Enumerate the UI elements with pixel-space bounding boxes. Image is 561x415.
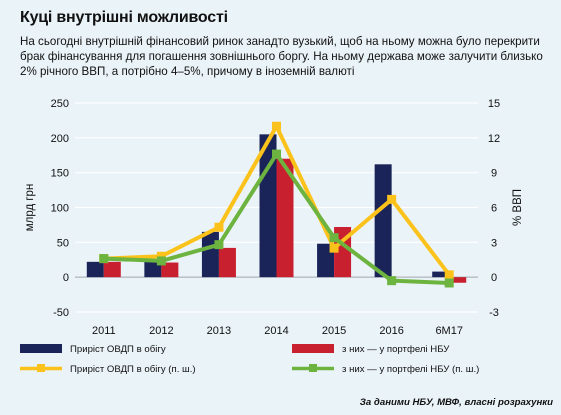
series-marker bbox=[329, 243, 339, 253]
bar bbox=[449, 277, 467, 283]
y2-tick-label: 0 bbox=[491, 272, 497, 284]
legend-marker bbox=[309, 364, 317, 372]
series-marker bbox=[444, 270, 454, 280]
series-marker bbox=[329, 233, 339, 243]
chart-subtitle: На сьогодні внутрішній фінансовий ринок … bbox=[20, 35, 543, 79]
y2-tick-label: 3 bbox=[491, 237, 497, 249]
y2-axis-label: % ВВП bbox=[512, 189, 524, 226]
bar bbox=[218, 247, 236, 278]
legend-label: з них — у портфелі НБУ bbox=[342, 344, 450, 355]
series-marker bbox=[444, 278, 454, 288]
x-tick-label: 2015 bbox=[322, 325, 346, 337]
bar bbox=[201, 231, 219, 278]
source-note: За даними НБУ, МВФ, власні розрахунки bbox=[359, 397, 553, 408]
axes-group: -50 0 50 100 150 200 250 -3 0 3 6 9 12 15 млрд грн % ВВ… bbox=[24, 98, 524, 337]
legend: Приріст ОВДП в обігу з них — у портфелі Н… bbox=[20, 344, 479, 375]
series-marker bbox=[156, 256, 166, 266]
legend-swatch bbox=[292, 344, 334, 353]
bar bbox=[259, 134, 277, 278]
series-marker bbox=[272, 121, 281, 131]
y-tick-label: 50 bbox=[57, 237, 69, 249]
lines-group bbox=[99, 121, 454, 288]
legend-label: Приріст ОВДП в обігу bbox=[70, 344, 166, 355]
bar bbox=[103, 261, 121, 278]
series-marker bbox=[272, 149, 281, 159]
y-tick-label: 100 bbox=[51, 203, 69, 215]
x-tick-label: 2014 bbox=[264, 325, 288, 337]
y-tick-label: 0 bbox=[63, 272, 69, 284]
y2-tick-label: 12 bbox=[488, 133, 500, 145]
y-tick-label: 250 bbox=[51, 98, 69, 110]
series-marker bbox=[387, 276, 397, 286]
series-marker bbox=[214, 222, 224, 232]
y-axis-label: млрд грн bbox=[24, 184, 36, 232]
series-marker bbox=[156, 251, 166, 261]
series-marker bbox=[214, 240, 224, 250]
legend-marker bbox=[37, 364, 45, 372]
x-tick-label: 2012 bbox=[149, 325, 173, 337]
y-tick-label: 200 bbox=[51, 133, 69, 145]
y2-tick-label: 15 bbox=[488, 98, 500, 110]
legend-swatch bbox=[20, 344, 62, 353]
bar bbox=[86, 261, 104, 278]
bar bbox=[144, 261, 162, 278]
bar bbox=[276, 158, 294, 278]
y-tick-label: -50 bbox=[53, 307, 69, 319]
y2-tick-label: 9 bbox=[491, 168, 497, 180]
legend-label: з них — у портфелі НБУ (п. ш.) bbox=[342, 364, 479, 375]
x-tick-label: 6М17 bbox=[435, 325, 463, 337]
legend-label: Приріст ОВДП в обігу (п. ш.) bbox=[70, 364, 196, 375]
y2-tick-label: 6 bbox=[491, 203, 497, 215]
y-tick-label: 150 bbox=[51, 168, 69, 180]
bar bbox=[374, 164, 392, 278]
x-tick-label: 2011 bbox=[92, 325, 116, 337]
y2-tick-label: -3 bbox=[489, 307, 499, 319]
x-tick-label: 2016 bbox=[379, 325, 403, 337]
chart-title: Куці внутрішні можливості bbox=[20, 9, 228, 26]
bar bbox=[432, 271, 450, 278]
bars-group bbox=[86, 134, 467, 283]
series-marker bbox=[387, 194, 397, 204]
series-marker bbox=[99, 254, 109, 264]
bar bbox=[161, 262, 179, 278]
x-tick-label: 2013 bbox=[207, 325, 231, 337]
